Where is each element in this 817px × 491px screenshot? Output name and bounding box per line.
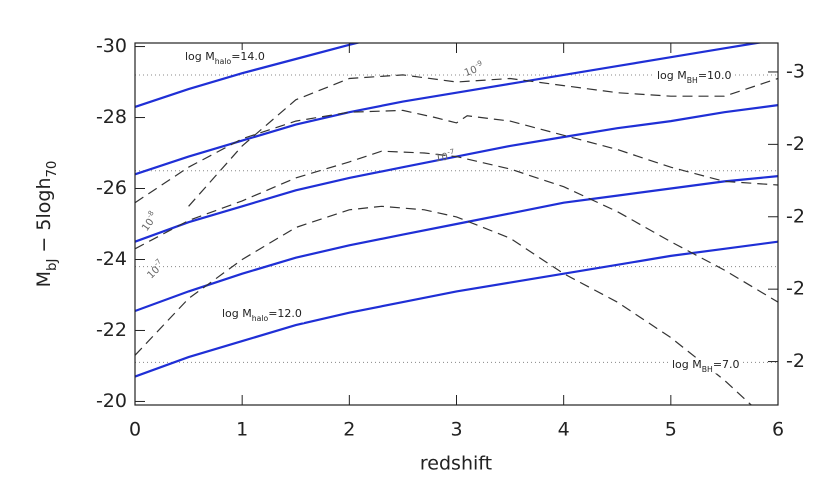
x-tick-label: 1 xyxy=(236,419,248,441)
text-segment: log M xyxy=(185,50,215,63)
y-tick-label: -22 xyxy=(96,319,127,341)
text-segment: =7.0 xyxy=(713,358,740,371)
y-tick-label: -28 xyxy=(96,106,127,128)
text-segment: 10 xyxy=(435,152,449,165)
track-line xyxy=(135,43,362,108)
text-segment: M xyxy=(33,271,55,287)
contour-line xyxy=(135,109,778,204)
text-segment: 10 xyxy=(140,217,156,234)
y2-tick-label: -2 xyxy=(786,278,805,300)
y-tick-label: -30 xyxy=(96,35,127,57)
y-tick-label: -20 xyxy=(96,390,127,412)
y2-tick-label: -3 xyxy=(786,60,805,82)
text-segment: BH xyxy=(687,76,698,85)
x-tick-label: 5 xyxy=(665,419,677,441)
text-segment: 10 xyxy=(463,64,479,79)
contour-line xyxy=(135,205,752,405)
text-segment: =12.0 xyxy=(268,307,302,320)
contour-line xyxy=(188,74,778,207)
text-segment: 70 xyxy=(45,161,60,178)
text-segment: -9 xyxy=(474,59,483,69)
y2-tick-label: -2 xyxy=(786,133,805,155)
annotation: log MBH=10.0 xyxy=(657,69,732,85)
text-segment: =14.0 xyxy=(231,50,265,63)
annotation-bg xyxy=(670,358,742,374)
contour-label: 10-7 xyxy=(143,257,167,281)
text-segment: − 5logh xyxy=(33,178,55,259)
annotation-bg xyxy=(655,69,734,85)
y-tick-label: -26 xyxy=(96,177,127,199)
y-tick-label: -24 xyxy=(96,248,127,270)
text-segment: BH xyxy=(702,365,713,374)
text-segment: -7 xyxy=(152,257,163,268)
track-line xyxy=(135,240,778,378)
contour-label: 10-7 xyxy=(434,148,455,165)
plot-area xyxy=(135,43,778,405)
contour-label: 10-8 xyxy=(138,209,161,233)
annotation: log Mhalo=14.0 xyxy=(185,50,265,66)
text-segment: log M xyxy=(672,358,702,371)
text-segment: log M xyxy=(657,69,687,82)
annotation-bg xyxy=(220,307,304,323)
contour-label: 10-9 xyxy=(462,59,485,79)
y-axis-label: MbJ − 5logh70 xyxy=(33,161,60,288)
contour-line xyxy=(135,150,778,303)
x-tick-label: 2 xyxy=(343,419,355,441)
track-line xyxy=(135,175,778,313)
text-segment: -7 xyxy=(447,148,455,157)
text-segment: =10.0 xyxy=(698,69,732,82)
text-segment: -8 xyxy=(145,209,156,219)
x-tick-label: 4 xyxy=(558,419,570,441)
x-axis-label: redshift xyxy=(420,453,492,475)
annotation-bg xyxy=(183,50,267,66)
text-segment: halo xyxy=(252,314,269,323)
text-segment: log M xyxy=(222,307,252,320)
y2-tick-label: -2 xyxy=(786,350,805,372)
x-tick-label: 0 xyxy=(129,419,141,441)
annotation: log Mhalo=12.0 xyxy=(222,307,302,323)
x-tick-label: 6 xyxy=(772,419,784,441)
text-segment: bJ xyxy=(45,259,60,271)
y2-tick-label: -2 xyxy=(786,205,805,227)
text-segment: halo xyxy=(215,57,232,66)
x-tick-label: 3 xyxy=(450,419,462,441)
track-line xyxy=(135,43,764,176)
track-line xyxy=(135,104,778,243)
annotation: log MBH=7.0 xyxy=(672,358,740,374)
